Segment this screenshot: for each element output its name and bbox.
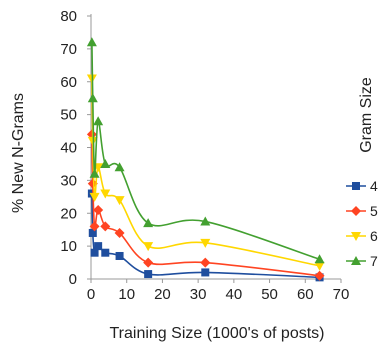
legend-item-7: 7	[346, 253, 378, 269]
series-4	[87, 189, 324, 282]
data-point-6	[100, 189, 111, 199]
data-point-4	[88, 228, 97, 237]
data-point-5	[93, 204, 104, 215]
data-point-7	[86, 37, 97, 47]
series-5	[86, 129, 325, 281]
data-point-7	[143, 218, 154, 228]
series-line-5	[91, 134, 320, 277]
data-point-5	[100, 221, 111, 232]
x-tick-label: 0	[87, 286, 95, 303]
y-tick-label: 0	[69, 271, 77, 288]
data-point-4	[101, 248, 110, 257]
legend-label: 6	[370, 228, 378, 244]
x-tick-label: 20	[154, 286, 171, 303]
data-point-4	[144, 270, 153, 279]
x-tick-label: 60	[297, 286, 314, 303]
data-point-6	[314, 261, 325, 271]
data-point-5	[314, 270, 325, 281]
legend-title: Gram Size	[358, 77, 375, 153]
x-axis-title: Training Size (1000's of posts)	[109, 325, 324, 342]
legend: Gram Size 4 5 6 7	[346, 77, 378, 269]
data-point-4	[201, 268, 210, 277]
data-point-6	[114, 196, 125, 206]
x-tick-label: 40	[226, 286, 243, 303]
data-point-5	[89, 221, 100, 232]
data-point-4	[115, 251, 124, 260]
y-axis-title: % New N-Grams	[10, 93, 27, 213]
y-tick-label: 10	[60, 238, 77, 255]
legend-item-5: 5	[346, 203, 378, 219]
series-7	[86, 37, 325, 264]
y-tick-label: 50	[60, 107, 77, 124]
series-line-7	[91, 42, 320, 261]
data-point-5	[200, 257, 211, 268]
axes	[87, 14, 342, 283]
y-tick-label: 60	[60, 74, 77, 91]
series-line-6	[91, 78, 320, 267]
legend-label: 5	[370, 203, 378, 219]
y-tick-label: 30	[60, 172, 77, 189]
data-point-7	[114, 162, 125, 172]
x-tick-label: 50	[261, 286, 278, 303]
legend-swatch-marker	[351, 232, 361, 241]
data-point-7	[100, 158, 111, 168]
data-point-7	[314, 254, 325, 264]
data-point-4	[90, 248, 99, 257]
legend-label: 7	[370, 253, 378, 269]
x-tick-labels: 0 10 20 30 40 50 60 70	[87, 286, 350, 303]
data-point-7	[93, 116, 104, 126]
x-tick-label: 10	[118, 286, 135, 303]
legend-item-4: 4	[346, 178, 378, 194]
x-tick-label: 30	[190, 286, 207, 303]
legend-swatch-marker	[352, 182, 360, 190]
y-tick-label: 20	[60, 205, 77, 222]
x-tick-label: 70	[333, 286, 350, 303]
data-point-6	[143, 242, 154, 252]
y-tick-label: 80	[60, 8, 77, 25]
data-point-4	[94, 242, 103, 251]
data-point-5	[143, 257, 154, 268]
data-point-5	[114, 227, 125, 238]
y-tick-label: 40	[60, 140, 77, 157]
data-point-7	[200, 216, 211, 226]
legend-label: 4	[370, 178, 378, 194]
legend-items: 4 5 6 7	[346, 178, 378, 269]
data-point-7	[89, 168, 100, 178]
data-point-6	[200, 238, 211, 248]
legend-item-6: 6	[346, 228, 378, 244]
y-tick-labels: 0 10 20 30 40 50 60 70 80	[60, 8, 77, 288]
legend-swatch-marker	[351, 256, 361, 265]
data-point-7	[87, 93, 98, 103]
legend-swatch-marker	[351, 206, 361, 216]
data-point-6	[89, 192, 100, 202]
y-tick-label: 70	[60, 41, 77, 58]
series-group	[86, 37, 325, 282]
